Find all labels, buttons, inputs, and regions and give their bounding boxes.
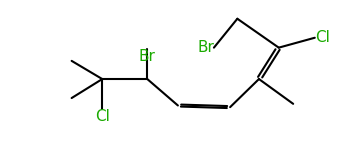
Text: Cl: Cl (315, 30, 330, 45)
Text: Br: Br (139, 49, 156, 64)
Text: Br: Br (197, 40, 214, 55)
Text: Cl: Cl (95, 109, 110, 124)
